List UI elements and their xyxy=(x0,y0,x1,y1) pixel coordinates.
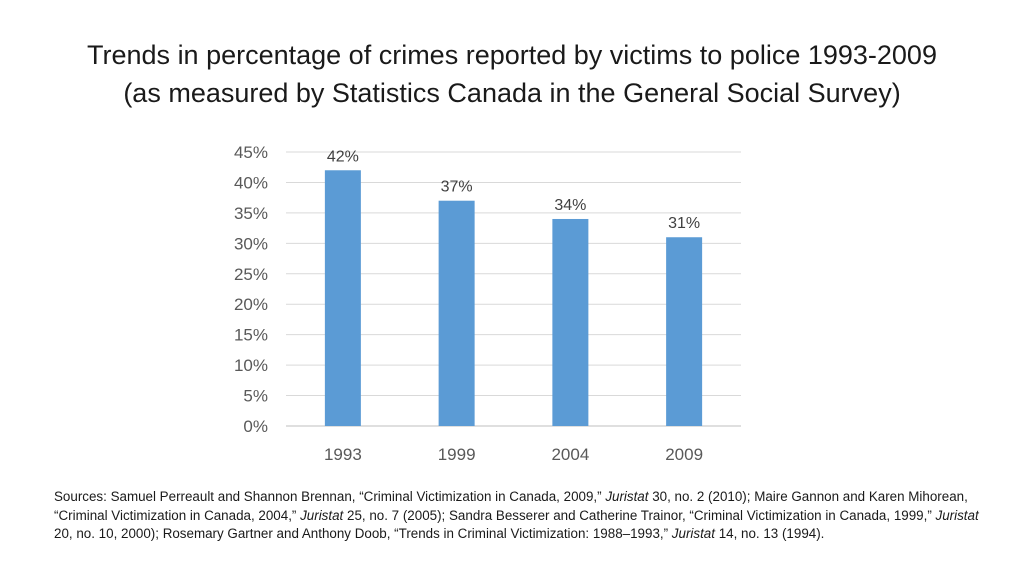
gridlines xyxy=(286,151,741,427)
sources-note: Sources: Samuel Perreault and Shannon Br… xyxy=(54,488,994,544)
x-tick-label: 1999 xyxy=(438,445,476,464)
source-text: Sources: Samuel Perreault and Shannon Br… xyxy=(54,489,606,504)
x-tick-label: 1993 xyxy=(324,445,362,464)
chart-title: Trends in percentage of crimes reported … xyxy=(0,36,1024,112)
source-journal: Juristat xyxy=(300,507,344,523)
y-tick-label: 25% xyxy=(234,265,268,284)
bar xyxy=(666,237,703,426)
source-text: 14, no. 13 (1994). xyxy=(714,526,825,541)
data-labels: 42% 37% 34% 31% xyxy=(327,148,700,232)
bar xyxy=(324,170,361,426)
y-tick-label: 45% xyxy=(234,143,268,162)
title-line-1: Trends in percentage of crimes reported … xyxy=(87,40,937,70)
source-journal: Juristat xyxy=(935,507,979,523)
source-journal: Juristat xyxy=(671,526,715,541)
x-tick-label: 2009 xyxy=(665,445,703,464)
source-text: 20, no. 10, 2000); Rosemary Gartner and … xyxy=(54,526,672,541)
y-tick-label: 10% xyxy=(234,356,268,375)
y-tick-label: 0% xyxy=(243,417,268,436)
bar xyxy=(552,218,589,426)
y-tick-label: 35% xyxy=(234,204,268,223)
y-tick-label: 30% xyxy=(234,234,268,253)
data-label: 31% xyxy=(668,215,700,232)
source-text: 25, no. 7 (2005); Sandra Besserer and Ca… xyxy=(343,507,936,523)
data-label: 42% xyxy=(327,148,359,165)
x-axis-ticks: 1993 1999 2004 2009 xyxy=(324,445,703,464)
y-tick-label: 20% xyxy=(234,295,268,314)
bar xyxy=(438,200,475,426)
y-axis-ticks: 0% 5% 10% 15% 20% 25% 30% 35% 40% 45% xyxy=(234,143,268,436)
source-journal: Juristat xyxy=(605,489,649,504)
title-line-2: (as measured by Statistics Canada in the… xyxy=(123,78,901,108)
source-text: 30, no. 2 (2010); Maire Gannon and Karen… xyxy=(54,489,968,523)
bars xyxy=(324,170,703,426)
x-tick-label: 2004 xyxy=(551,445,589,464)
y-tick-label: 40% xyxy=(234,173,268,192)
y-tick-label: 5% xyxy=(243,387,268,406)
y-tick-label: 15% xyxy=(234,326,268,345)
data-label: 34% xyxy=(554,197,586,214)
data-label: 37% xyxy=(441,179,473,196)
